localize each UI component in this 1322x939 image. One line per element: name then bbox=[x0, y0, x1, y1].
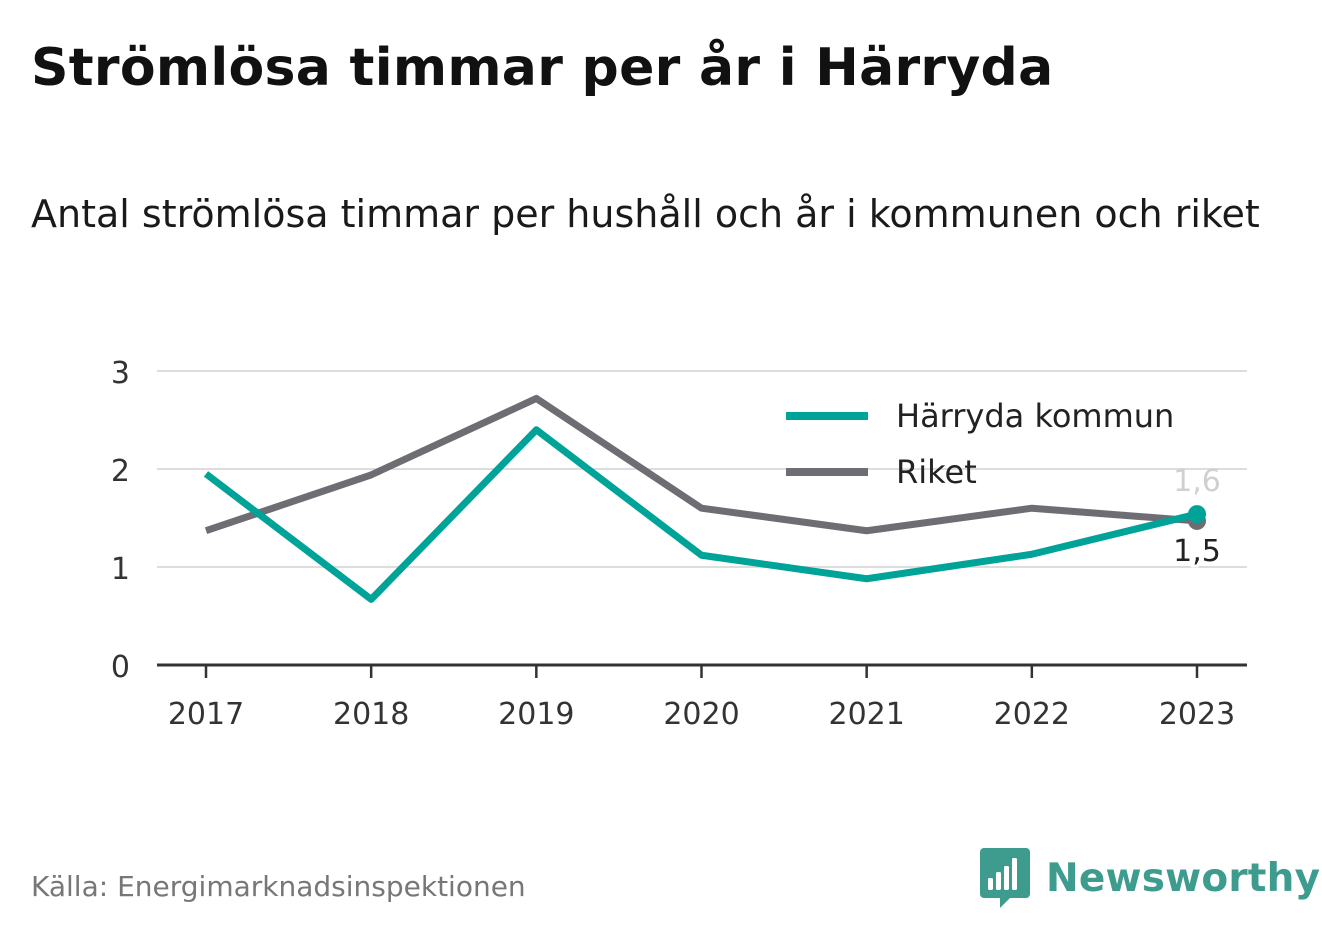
chart-title: Strömlösa timmar per år i Härryda bbox=[31, 38, 1054, 98]
x-tick-label: 2020 bbox=[663, 697, 739, 732]
series-line-härryda-kommun bbox=[203, 426, 1198, 603]
series-end-point-härryda-kommun bbox=[1188, 505, 1206, 524]
x-tick-label: 2021 bbox=[828, 697, 904, 732]
y-tick-label: 2 bbox=[111, 454, 130, 489]
end-label-harryda: 1,5 bbox=[1173, 534, 1221, 569]
source-note: Källa: Energimarknadsinspektionen bbox=[31, 870, 526, 903]
x-tick-label: 2019 bbox=[498, 697, 574, 732]
series-line-riket bbox=[204, 394, 1198, 535]
x-tick-label: 2018 bbox=[333, 697, 409, 732]
legend-label: Riket bbox=[896, 453, 977, 491]
y-tick-label: 3 bbox=[111, 356, 130, 391]
newsworthy-bar-chart-icon bbox=[980, 848, 1030, 908]
line-chart: 0 1 2 3 2017 2018 2019 2020 2021 2022 2023 1,5 1,6 Hä… bbox=[111, 356, 1247, 732]
x-tick-label: 2022 bbox=[994, 697, 1070, 732]
x-tick-label: 2023 bbox=[1159, 697, 1235, 732]
y-tick-label: 1 bbox=[111, 552, 130, 587]
x-tick-label: 2017 bbox=[168, 697, 244, 732]
brand-logo: Newsworthy bbox=[980, 848, 1320, 908]
brand-name: Newsworthy bbox=[1046, 855, 1321, 901]
legend-label: Härryda kommun bbox=[896, 397, 1174, 435]
y-tick-label: 0 bbox=[111, 650, 130, 685]
chart-subtitle: Antal strömlösa timmar per hushåll och å… bbox=[31, 192, 1260, 236]
end-label-riket: 1,6 bbox=[1173, 464, 1221, 499]
